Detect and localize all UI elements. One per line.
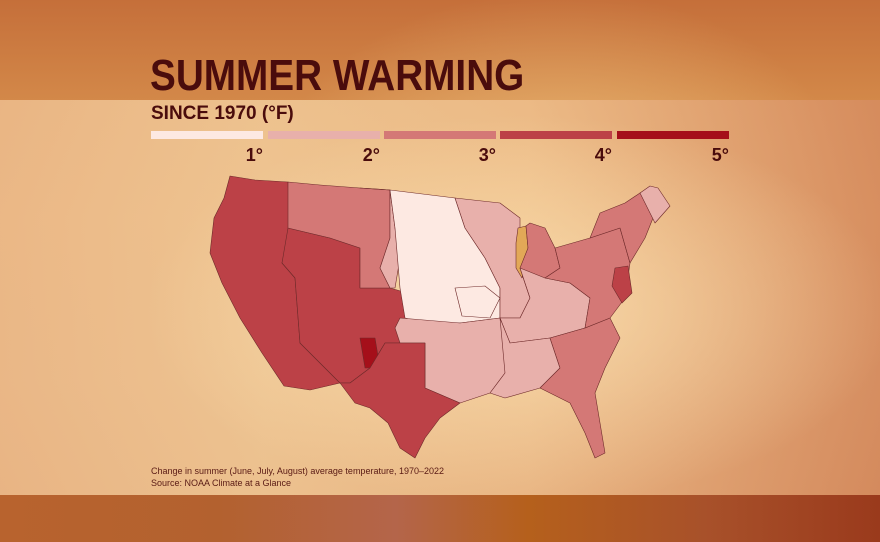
legend-swatch-4 — [500, 131, 612, 139]
region-new-jersey-delaware — [611, 265, 633, 304]
chart-footnote: Change in summer (June, July, August) av… — [151, 465, 444, 489]
color-legend: 1° 2° 3° 4° 5° — [151, 131, 729, 171]
legend-swatch-2 — [268, 131, 380, 139]
us-warming-map — [200, 168, 680, 463]
region-southern-plains — [394, 317, 511, 404]
legend-swatch-3 — [384, 131, 496, 139]
region-northern-maine — [639, 185, 671, 224]
footnote-source: Source: NOAA Climate at a Glance — [151, 478, 292, 488]
region-texas-gulf — [339, 342, 461, 459]
legend-tick-2: 2° — [362, 145, 380, 165]
legend-tick-1: 1° — [245, 145, 263, 165]
region-southeast-florida — [539, 317, 621, 459]
region-central-light-patch — [454, 285, 501, 319]
legend-swatch-5 — [617, 131, 729, 139]
legend-tick-3: 3° — [478, 145, 496, 165]
footnote-description: Change in summer (June, July, August) av… — [151, 466, 445, 476]
legend-tick-4: 4° — [594, 145, 612, 165]
page-subtitle: SINCE 1970 (°F) — [151, 103, 294, 124]
background-footer-strip — [0, 495, 880, 542]
legend-tick-5: 5° — [711, 145, 729, 165]
page-title: SUMMER WARMING — [150, 51, 525, 100]
legend-swatch-1 — [151, 131, 263, 139]
